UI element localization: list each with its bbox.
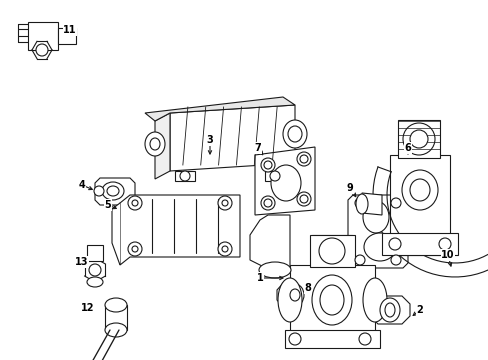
Ellipse shape <box>390 198 400 208</box>
Ellipse shape <box>259 262 290 278</box>
Text: 7: 7 <box>254 143 261 153</box>
Ellipse shape <box>402 123 434 155</box>
Ellipse shape <box>218 196 231 210</box>
Ellipse shape <box>409 179 429 201</box>
Ellipse shape <box>299 195 307 203</box>
Ellipse shape <box>362 201 388 233</box>
Text: 11: 11 <box>63 25 77 35</box>
Ellipse shape <box>264 199 271 207</box>
Polygon shape <box>311 235 351 265</box>
Polygon shape <box>347 195 407 268</box>
Ellipse shape <box>261 196 274 210</box>
Ellipse shape <box>354 198 364 208</box>
Polygon shape <box>120 195 240 265</box>
Ellipse shape <box>128 242 142 256</box>
Ellipse shape <box>296 152 310 166</box>
Polygon shape <box>361 193 381 215</box>
Ellipse shape <box>388 238 400 250</box>
Bar <box>289 265 374 335</box>
Polygon shape <box>155 113 170 179</box>
Ellipse shape <box>222 200 227 206</box>
Text: 9: 9 <box>346 183 353 193</box>
Ellipse shape <box>128 196 142 210</box>
Ellipse shape <box>36 44 48 56</box>
Ellipse shape <box>401 170 437 210</box>
Ellipse shape <box>94 186 104 196</box>
Polygon shape <box>112 203 120 265</box>
Text: 6: 6 <box>404 143 410 153</box>
Ellipse shape <box>363 233 395 261</box>
Text: 8: 8 <box>304 283 311 293</box>
Ellipse shape <box>358 333 370 345</box>
Polygon shape <box>369 296 409 324</box>
Ellipse shape <box>311 275 351 325</box>
Ellipse shape <box>390 255 400 265</box>
Ellipse shape <box>318 238 345 264</box>
Ellipse shape <box>218 242 231 256</box>
Bar <box>105 305 127 330</box>
Ellipse shape <box>132 200 138 206</box>
Ellipse shape <box>379 298 399 322</box>
Polygon shape <box>264 171 285 181</box>
Text: 12: 12 <box>81 303 95 313</box>
Polygon shape <box>170 105 294 171</box>
Ellipse shape <box>145 132 164 156</box>
Ellipse shape <box>150 138 160 150</box>
Text: 1: 1 <box>256 273 263 283</box>
Ellipse shape <box>285 284 304 306</box>
Ellipse shape <box>299 155 307 163</box>
Ellipse shape <box>362 278 386 322</box>
Text: 5: 5 <box>104 200 111 210</box>
Ellipse shape <box>319 285 343 315</box>
Ellipse shape <box>180 171 190 181</box>
Ellipse shape <box>354 255 364 265</box>
Ellipse shape <box>296 192 310 206</box>
Polygon shape <box>145 97 294 121</box>
Ellipse shape <box>105 323 127 337</box>
Ellipse shape <box>264 161 271 169</box>
Ellipse shape <box>87 277 103 287</box>
Ellipse shape <box>289 289 299 301</box>
Ellipse shape <box>107 186 119 196</box>
Bar <box>397 120 439 158</box>
Bar <box>28 22 58 50</box>
Polygon shape <box>95 178 135 205</box>
Bar <box>309 235 354 267</box>
Text: 10: 10 <box>440 250 454 260</box>
Ellipse shape <box>269 171 280 181</box>
Ellipse shape <box>278 278 302 322</box>
Ellipse shape <box>384 303 394 317</box>
Ellipse shape <box>222 246 227 252</box>
Polygon shape <box>381 233 457 255</box>
Ellipse shape <box>89 264 101 276</box>
Text: 4: 4 <box>79 180 85 190</box>
Text: 2: 2 <box>416 305 423 315</box>
Text: 3: 3 <box>206 135 213 145</box>
Polygon shape <box>254 147 314 215</box>
Ellipse shape <box>355 194 367 214</box>
Ellipse shape <box>102 182 124 200</box>
Ellipse shape <box>438 238 450 250</box>
Ellipse shape <box>105 298 127 312</box>
Polygon shape <box>276 281 312 309</box>
Ellipse shape <box>270 165 301 201</box>
Text: 13: 13 <box>75 257 88 267</box>
Polygon shape <box>249 215 289 270</box>
Bar <box>87 245 103 261</box>
Ellipse shape <box>288 333 301 345</box>
Bar <box>285 330 379 348</box>
Ellipse shape <box>409 130 427 148</box>
Ellipse shape <box>287 126 302 142</box>
Polygon shape <box>389 155 449 255</box>
Ellipse shape <box>261 158 274 172</box>
Bar <box>58 28 76 44</box>
Ellipse shape <box>132 246 138 252</box>
Ellipse shape <box>283 120 306 148</box>
Polygon shape <box>175 171 195 181</box>
